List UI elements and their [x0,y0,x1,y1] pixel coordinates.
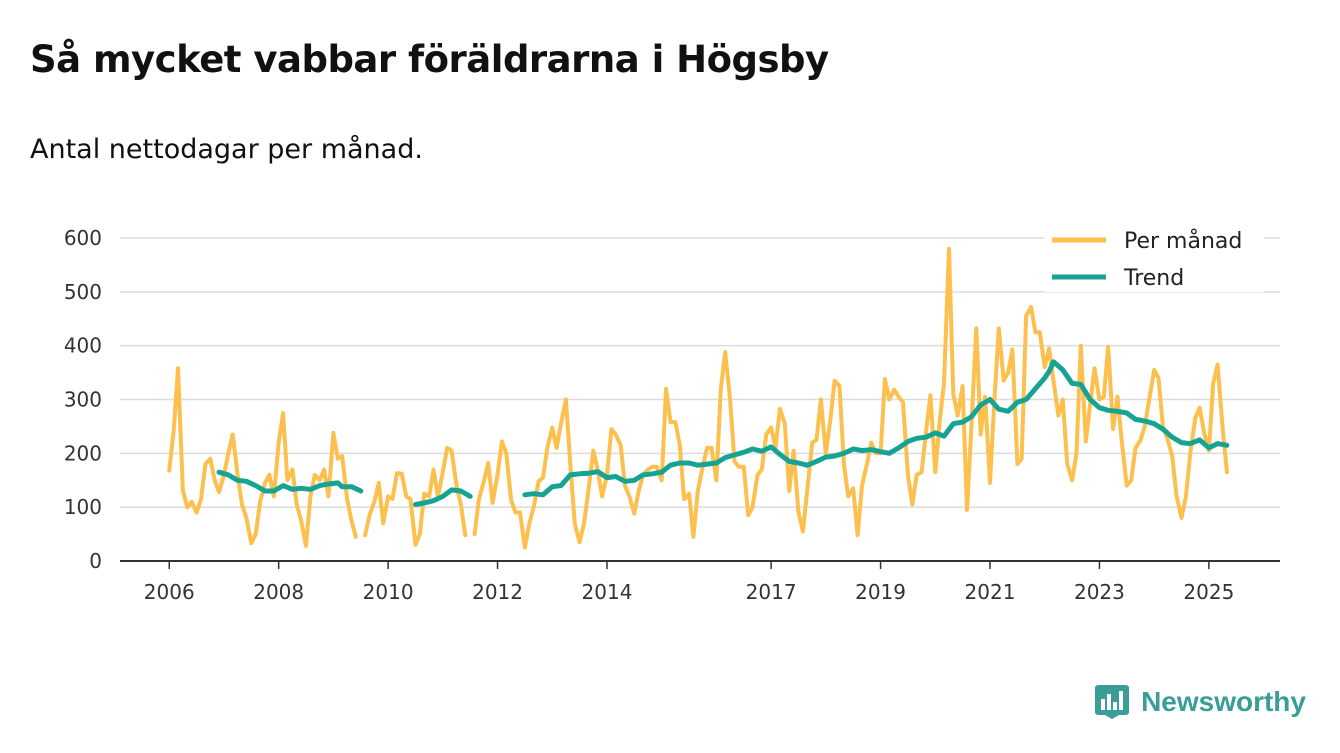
legend-background [1044,222,1264,292]
plot-area [167,246,1230,550]
x-tick-label: 2017 [746,580,797,604]
x-tick-label: 2008 [253,580,304,604]
series-monthly-line-segment-1 [167,366,358,548]
y-tick-label: 0 [89,549,102,573]
brand-logo: Newsworthy [1095,685,1306,719]
y-tick-label: 600 [64,226,102,250]
x-tick-label: 2014 [582,580,633,604]
y-tick-label: 200 [64,441,102,465]
x-tick-label: 2021 [965,580,1016,604]
x-tick-label: 2019 [855,580,906,604]
legend-label-trend: Trend [1123,266,1184,291]
x-tick-label: 2023 [1074,580,1125,604]
y-tick-label: 300 [64,388,102,412]
x-axis: 2006 2008 2010 2012 2014 2017 2019 2021 2023 2025 [120,560,1280,604]
brand-name: Newsworthy [1141,686,1306,717]
x-tick-label: 2012 [472,580,523,604]
series-trend-line-segment-1 [216,469,364,494]
y-tick-label: 500 [64,280,102,304]
y-axis: 0 100 200 300 400 500 600 [64,226,102,573]
series-monthly-line-segment-2 [363,445,468,547]
legend-label-monthly: Per månad [1124,228,1242,254]
y-tick-label: 100 [64,495,102,519]
series-trend-line-segment-2 [413,487,473,507]
x-tick-label: 2010 [363,580,414,604]
newsworthy-logo-icon [1095,685,1130,719]
y-tick-label: 400 [64,334,102,358]
legend: Per månad Trend [1044,222,1264,292]
x-tick-label: 2025 [1183,580,1234,604]
series-monthly-line-segment-3 [472,246,1229,550]
page-subtitle: Antal nettodagar per månad. [30,134,423,165]
series-trend-line-segment-3 [522,359,1230,498]
page-title: Så mycket vabbar föräldrarna i Högsby [30,38,829,81]
x-tick-label: 2006 [144,580,195,604]
